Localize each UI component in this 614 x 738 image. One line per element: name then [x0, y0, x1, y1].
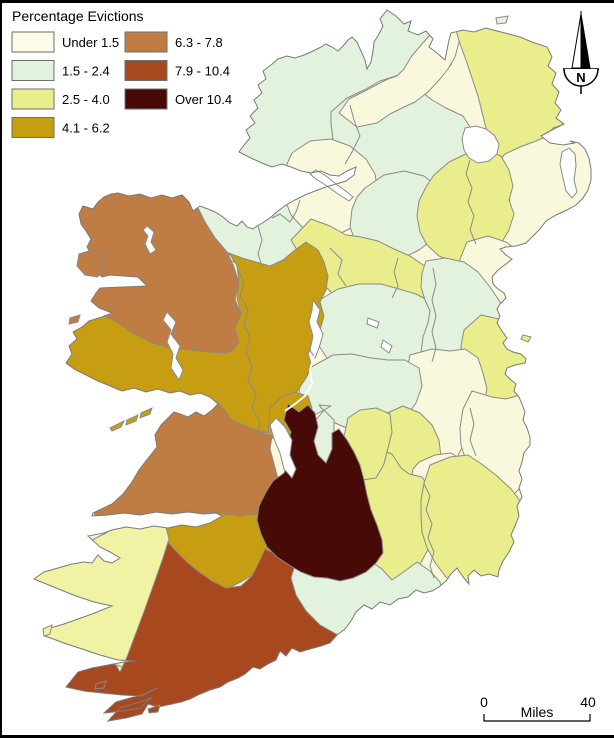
svg-text:N: N [576, 70, 585, 85]
svg-text:Percentage Evictions: Percentage Evictions [12, 8, 144, 24]
svg-text:40: 40 [580, 694, 596, 710]
svg-text:Under 1.5: Under 1.5 [62, 35, 119, 50]
svg-text:4.1 - 6.2: 4.1 - 6.2 [62, 121, 110, 136]
svg-text:6.3 - 7.8: 6.3 - 7.8 [175, 35, 223, 50]
svg-text:0: 0 [480, 694, 488, 710]
svg-text:7.9 - 10.4: 7.9 - 10.4 [175, 64, 230, 79]
svg-text:1.5 - 2.4: 1.5 - 2.4 [62, 64, 110, 79]
svg-text:2.5 - 4.0: 2.5 - 4.0 [62, 92, 110, 107]
svg-text:Miles: Miles [521, 704, 554, 720]
svg-text:Over 10.4: Over 10.4 [175, 92, 232, 107]
